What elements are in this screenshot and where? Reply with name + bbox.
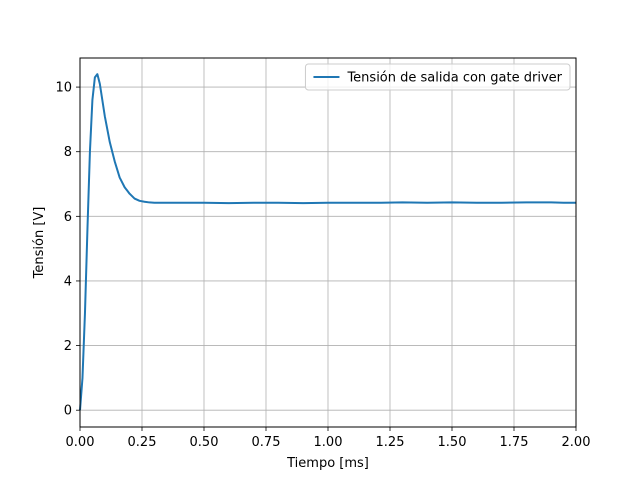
x-tick-label: 1.00 bbox=[314, 435, 343, 450]
x-axis-label: Tiempo [ms] bbox=[286, 456, 369, 471]
x-tick-label: 1.75 bbox=[500, 435, 529, 450]
legend-box bbox=[304, 63, 571, 91]
series-layer bbox=[79, 73, 576, 411]
series-line bbox=[79, 73, 576, 411]
x-axis-ticks: 0.00 0.25 0.50 0.75 1.00 1.25 1.50 1.75 2.00 bbox=[66, 427, 591, 450]
y-tick-label: 2 bbox=[64, 339, 72, 354]
x-tick-label: 0.50 bbox=[190, 435, 219, 450]
x-tick-label: 1.25 bbox=[376, 435, 405, 450]
y-tick-label: 4 bbox=[64, 274, 72, 289]
y-tick-label: 6 bbox=[64, 210, 72, 225]
y-axis-ticks: 0 2 4 6 8 10 bbox=[55, 81, 80, 419]
x-tick-label: 0.00 bbox=[66, 435, 95, 450]
x-tick-label: 0.75 bbox=[252, 435, 281, 450]
x-tick-label: 2.00 bbox=[562, 435, 591, 450]
y-axis-label: Tensión [V] bbox=[32, 207, 47, 280]
y-tick-label: 0 bbox=[64, 404, 72, 419]
legend: Tensión de salida con gate driver bbox=[304, 63, 571, 91]
y-tick-label: 8 bbox=[64, 145, 72, 160]
y-tick-label: 10 bbox=[55, 81, 72, 96]
x-tick-label: 1.50 bbox=[438, 435, 467, 450]
x-tick-label: 0.25 bbox=[128, 435, 157, 450]
legend-entry: Tensión de salida con gate driver bbox=[346, 71, 562, 86]
